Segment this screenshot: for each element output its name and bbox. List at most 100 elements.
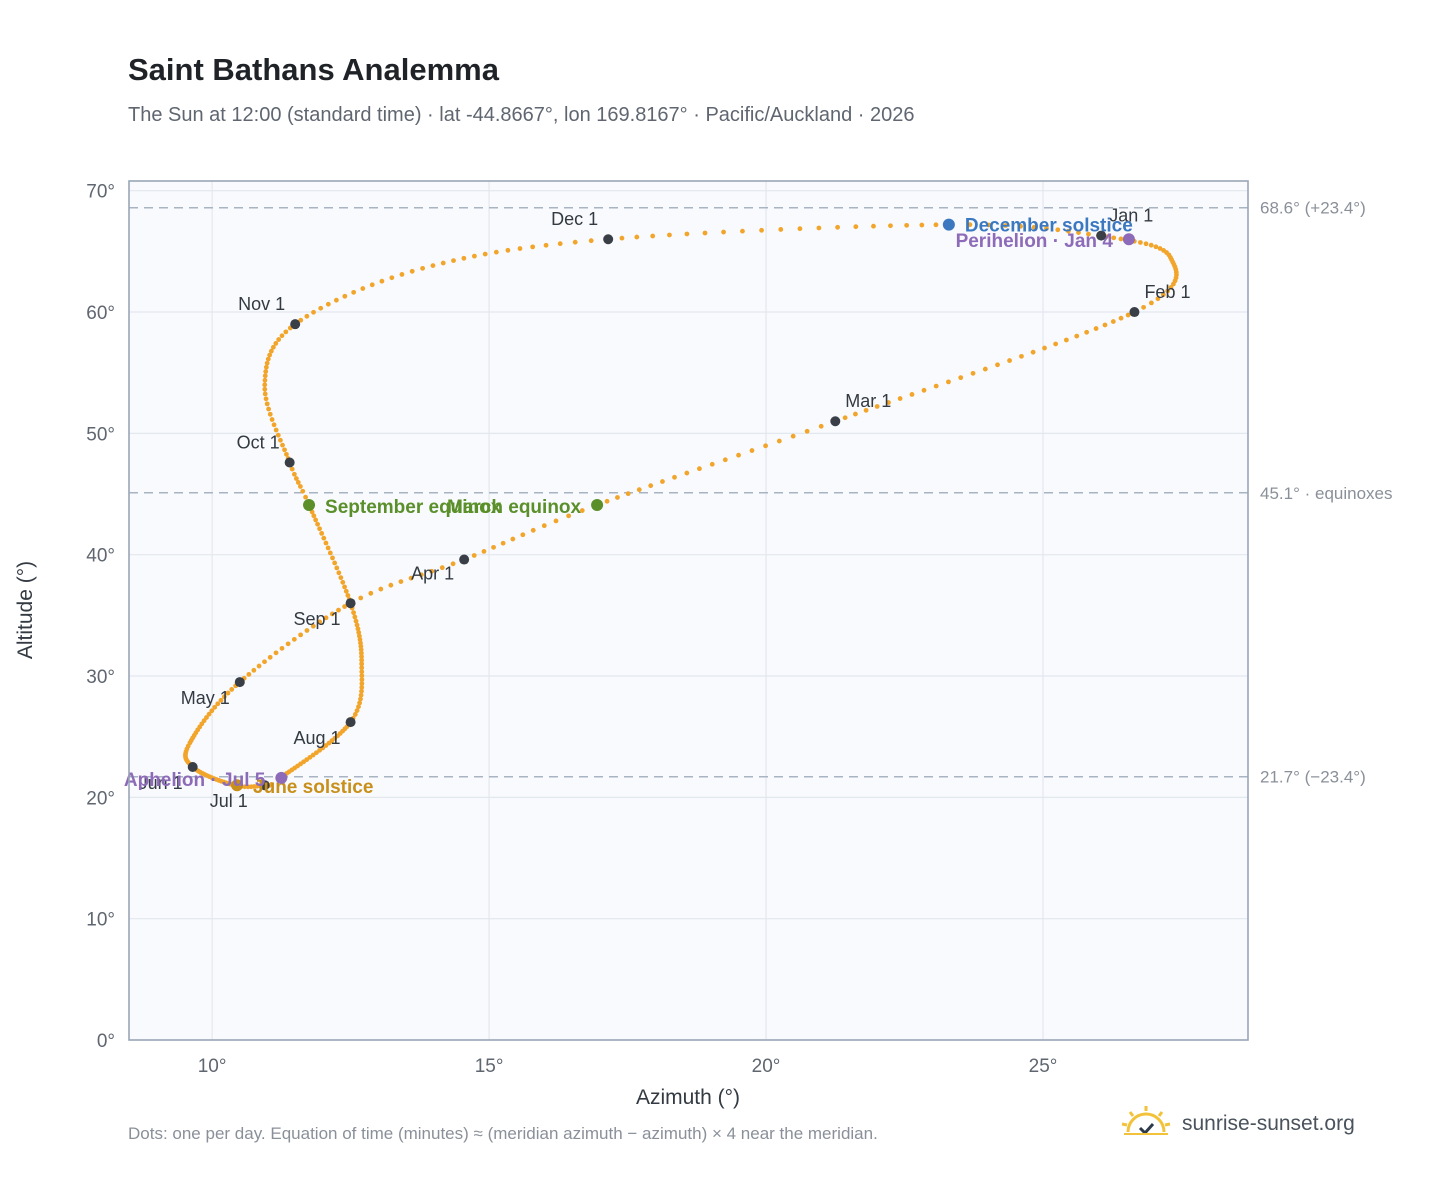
sunrise-logo-icon [1120,1104,1172,1145]
brand-name[interactable]: sunrise-sunset.org [1182,1112,1355,1135]
daily-dot [818,423,824,429]
daily-dot [1118,236,1124,242]
daily-dot [334,565,340,571]
daily-dot [871,223,876,229]
daily-dot [278,437,283,443]
daily-dot [530,527,536,533]
daily-dot [352,712,358,717]
daily-dot [267,352,273,358]
daily-dot [886,400,891,405]
daily-dot [1148,300,1154,306]
daily-dot [517,246,523,251]
daily-dot [909,392,915,397]
daily-dot [1141,304,1146,310]
daily-dot [338,575,344,581]
daily-dot [572,239,578,245]
daily-dot [684,470,690,476]
daily-dot [500,540,506,546]
daily-dot [297,484,303,489]
daily-dot [342,604,348,609]
month-marker-dot [603,234,614,245]
daily-dot [874,404,880,409]
y-tick-label: 40° [86,546,115,567]
event-dot [942,218,955,231]
y-tick-label: 50° [86,424,115,445]
month-marker-label: May 1 [181,688,230,708]
daily-dot [749,448,755,453]
daily-dot [378,586,384,592]
daily-dot [246,671,252,677]
daily-dot [206,711,212,717]
daily-dot [566,513,572,519]
y-tick-label: 0° [97,1031,115,1052]
footnote: Dots: one per day. Equation of time (min… [128,1124,878,1143]
daily-dot [218,697,224,703]
daily-dot [1063,337,1069,343]
daily-dot [1157,246,1163,251]
reference-line-label: 68.6° (+23.4°) [1260,199,1366,218]
daily-dot [399,272,405,277]
daily-dot [1076,230,1081,236]
daily-dot [1074,333,1080,339]
daily-dot [1137,240,1143,245]
daily-dot [1007,358,1012,363]
daily-dot [842,415,848,421]
daily-dot [368,590,374,596]
daily-dot [982,366,988,372]
daily-dot [1053,341,1059,347]
daily-dot [672,474,677,480]
month-marker-dot [187,762,198,773]
month-marker-dot [345,717,356,728]
daily-dot [461,255,467,261]
daily-dot [215,701,221,707]
daily-dot [345,593,351,598]
daily-dot [330,555,335,561]
event-label: September equinox [325,497,502,518]
daily-dot [429,568,435,574]
event-dot [1122,233,1135,246]
daily-dot [313,517,319,523]
month-marker-label: Sep 1 [294,609,341,629]
daily-dot [804,428,810,434]
daily-dot [291,471,297,477]
x-axis-label: Azimuth (°) [636,1086,740,1109]
daily-dot [351,289,357,295]
daily-dot [1143,241,1149,247]
daily-dot [510,536,516,542]
daily-dot [289,466,295,472]
daily-dot [303,494,308,500]
daily-dot [264,360,270,366]
daily-dot [356,630,362,635]
daily-dot [853,411,858,417]
daily-dot [262,382,268,388]
daily-dot [256,663,262,669]
daily-dot [273,341,279,346]
daily-dot [636,487,642,493]
daily-dot [853,224,859,230]
y-tick-label: 70° [86,182,115,203]
daily-dot [778,227,784,232]
daily-dot [1125,312,1131,318]
daily-dot [311,513,317,519]
month-marker-dot [234,677,245,688]
daily-dot [1111,235,1117,241]
daily-dot [295,480,301,485]
daily-dot [967,222,973,228]
daily-dot [1110,319,1116,324]
daily-dot [650,233,656,239]
daily-dot [697,466,702,472]
daily-dot [212,704,218,710]
daily-dot [709,461,715,467]
daily-dot [360,286,366,291]
daily-dot [451,258,456,263]
daily-dot [229,687,235,692]
event-dot [231,779,244,792]
month-marker-dot [290,319,301,330]
daily-dot [530,244,536,250]
daily-dot [1018,223,1023,229]
daily-dot [266,406,272,412]
daily-dot [604,498,610,504]
brand-logo[interactable]: sunrise-sunset.org [1120,1104,1355,1144]
daily-dot [520,532,526,538]
